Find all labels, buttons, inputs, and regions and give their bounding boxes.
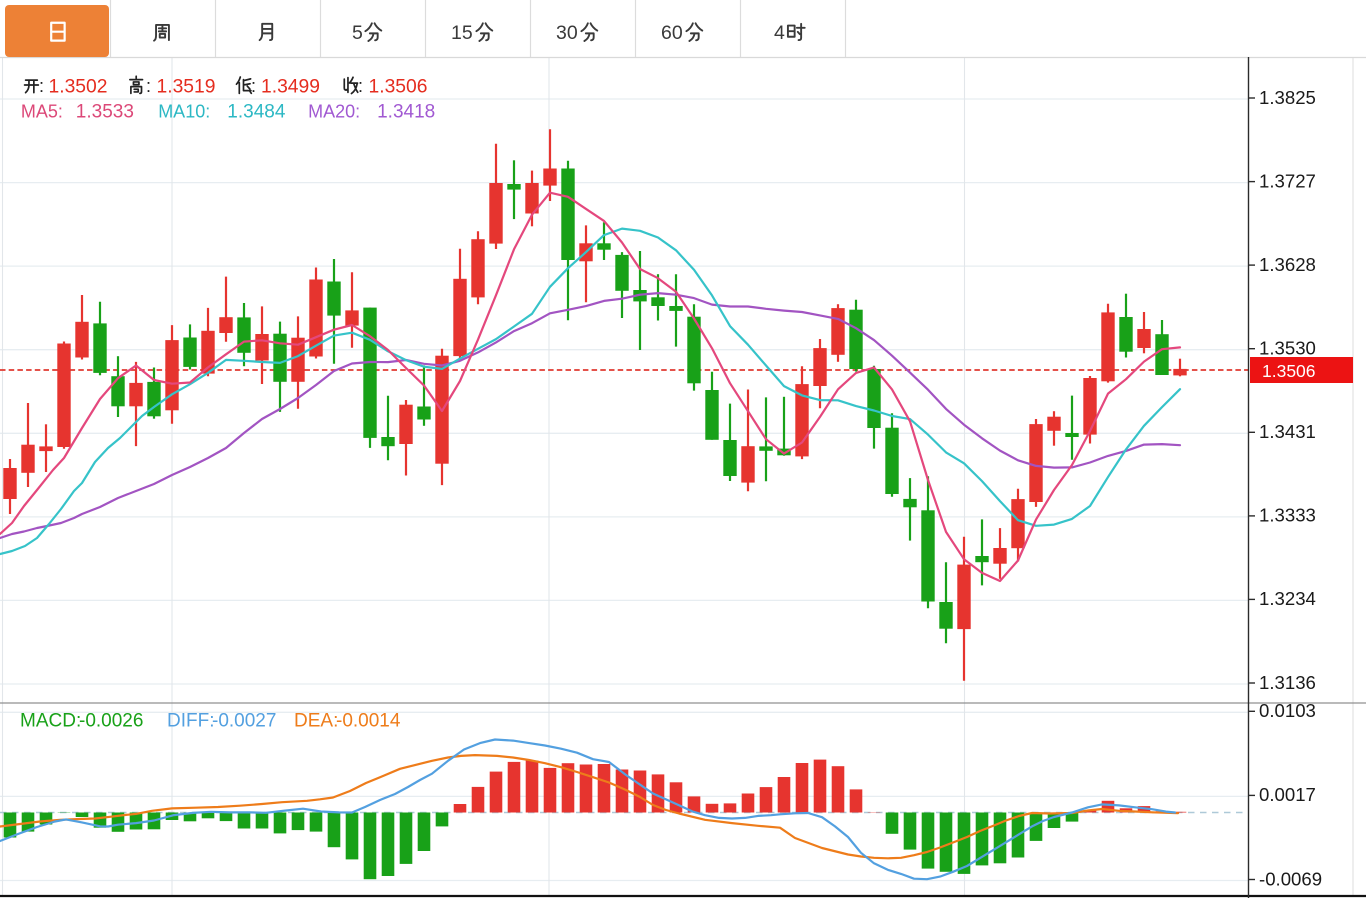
svg-text:DIFF:: DIFF: — [167, 711, 215, 732]
svg-text:1.3333: 1.3333 — [1259, 505, 1316, 526]
svg-text:-0.0014: -0.0014 — [336, 711, 401, 732]
svg-text:1.3628: 1.3628 — [1259, 254, 1316, 275]
svg-text:1.3506: 1.3506 — [369, 77, 428, 98]
svg-text:1.3234: 1.3234 — [1259, 588, 1316, 609]
svg-text:1.3499: 1.3499 — [261, 77, 320, 98]
svg-text:5: 5 — [352, 22, 363, 44]
svg-text:1.3727: 1.3727 — [1259, 170, 1316, 191]
svg-text:30: 30 — [556, 22, 578, 44]
svg-text:1.3519: 1.3519 — [157, 77, 216, 98]
svg-text:1.3530: 1.3530 — [1259, 338, 1316, 359]
svg-text:MA10:: MA10: — [158, 102, 210, 122]
svg-text:MA5:: MA5: — [21, 102, 63, 122]
svg-text:1.3484: 1.3484 — [227, 102, 286, 123]
svg-text:1.3431: 1.3431 — [1259, 421, 1316, 442]
svg-text::: : — [39, 76, 44, 96]
svg-text:0.0103: 0.0103 — [1259, 700, 1316, 721]
svg-text:15: 15 — [451, 22, 473, 44]
svg-text:60: 60 — [661, 22, 683, 44]
svg-text:-0.0026: -0.0026 — [79, 711, 143, 732]
svg-text:4: 4 — [774, 22, 785, 44]
svg-text:1.3533: 1.3533 — [76, 102, 134, 123]
svg-text::: : — [251, 76, 256, 96]
svg-text:1.3506: 1.3506 — [1262, 361, 1316, 381]
svg-text:MA20:: MA20: — [308, 102, 360, 122]
svg-text:DEA:: DEA: — [294, 711, 338, 732]
svg-text::: : — [358, 76, 363, 96]
svg-text:1.3136: 1.3136 — [1259, 672, 1316, 693]
svg-text::: : — [146, 76, 151, 96]
svg-text:1.3418: 1.3418 — [377, 102, 435, 123]
svg-text:MACD:: MACD: — [20, 711, 81, 732]
svg-text:1.3502: 1.3502 — [49, 77, 108, 98]
svg-text:-0.0069: -0.0069 — [1259, 868, 1322, 889]
svg-text:0.0017: 0.0017 — [1259, 784, 1316, 805]
svg-text:-0.0027: -0.0027 — [212, 711, 276, 732]
svg-text:1.3825: 1.3825 — [1259, 87, 1316, 108]
